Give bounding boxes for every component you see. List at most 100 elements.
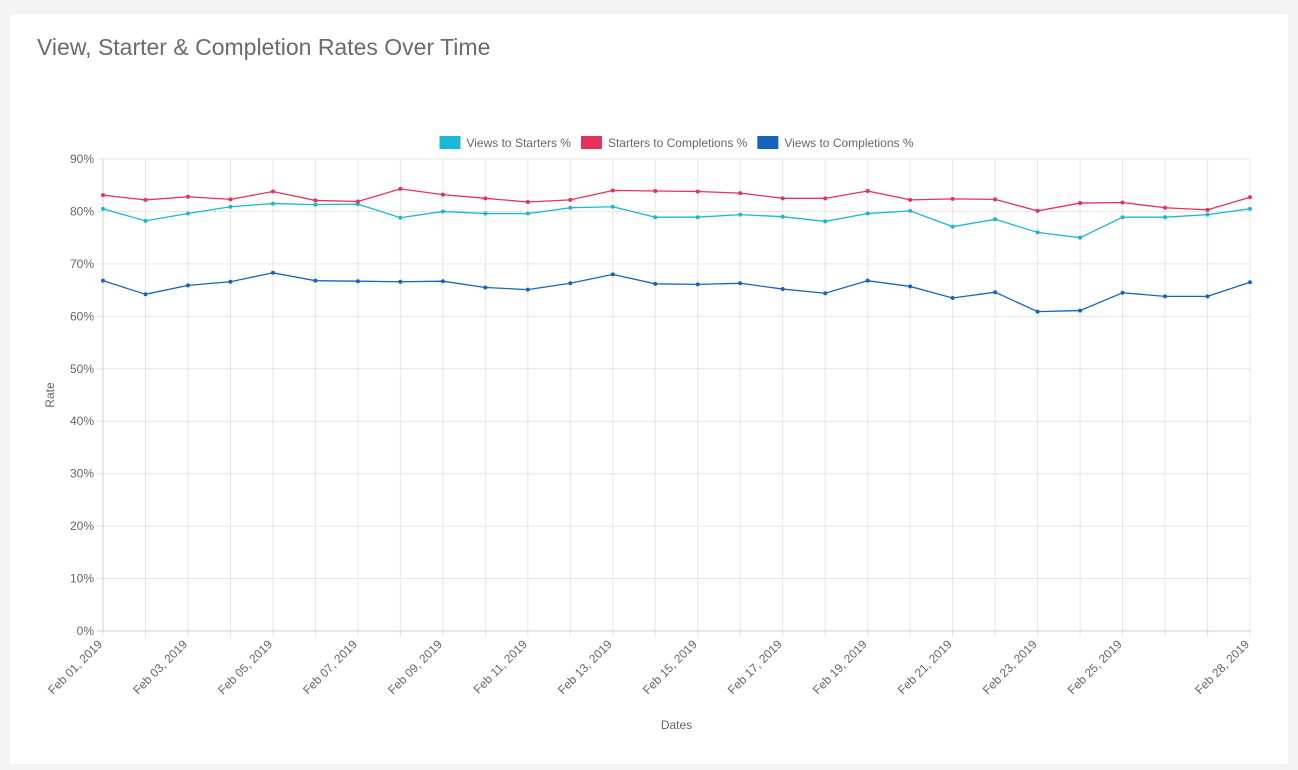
data-point <box>1205 207 1210 212</box>
x-tick-label: Feb 11, 2019 <box>471 637 531 697</box>
data-point <box>653 215 658 220</box>
data-point <box>695 215 700 220</box>
data-point <box>823 291 828 296</box>
y-tick-label: 80% <box>70 204 94 218</box>
data-point <box>823 219 828 224</box>
data-point <box>653 188 658 193</box>
data-point <box>313 202 318 207</box>
y-tick-label: 70% <box>70 257 94 271</box>
data-point <box>1120 290 1125 295</box>
data-point <box>1163 294 1168 299</box>
y-tick-label: 50% <box>70 362 94 376</box>
data-point <box>993 197 998 202</box>
chart-card: View, Starter & Completion Rates Over Ti… <box>10 14 1288 764</box>
data-point <box>950 196 955 201</box>
data-point <box>823 196 828 201</box>
data-point <box>398 215 403 220</box>
legend-label: Views to Starters % <box>466 136 571 150</box>
data-point <box>865 188 870 193</box>
data-point <box>865 278 870 283</box>
x-tick-label: Feb 28, 2019 <box>1192 637 1252 697</box>
data-point <box>610 272 615 277</box>
data-point <box>1248 280 1252 285</box>
data-point <box>908 208 913 213</box>
data-point <box>908 197 913 202</box>
legend-label: Views to Completions % <box>784 136 914 150</box>
y-tick-label: 20% <box>70 519 94 533</box>
data-point <box>228 279 233 284</box>
x-tick-label: Feb 23, 2019 <box>980 637 1040 697</box>
series-line-2 <box>102 188 1251 212</box>
y-axis-title: Rate <box>43 382 57 408</box>
data-point <box>101 193 105 198</box>
x-tick-label: Feb 07, 2019 <box>300 637 360 697</box>
x-tick-label: Feb 01, 2019 <box>45 637 105 697</box>
data-point <box>865 211 870 216</box>
y-tick-label: 40% <box>70 414 94 428</box>
data-point <box>1078 201 1083 206</box>
data-point <box>440 209 445 214</box>
data-point <box>695 189 700 194</box>
data-point <box>993 217 998 222</box>
legend-swatch <box>757 136 779 149</box>
data-point <box>1120 200 1125 205</box>
data-point <box>1205 294 1210 299</box>
data-point <box>908 284 913 289</box>
data-point <box>143 197 148 202</box>
data-point <box>228 197 233 202</box>
x-tick-label: Feb 03, 2019 <box>130 637 190 697</box>
data-point <box>228 204 233 209</box>
data-point <box>483 285 488 290</box>
data-point <box>440 192 445 197</box>
data-point <box>1035 309 1040 314</box>
data-point <box>185 283 190 288</box>
data-point <box>738 281 743 286</box>
data-point <box>610 204 615 209</box>
x-tick-label: Feb 05, 2019 <box>215 637 275 697</box>
data-point <box>398 279 403 284</box>
data-point <box>1205 212 1210 217</box>
data-point <box>313 198 318 203</box>
data-point <box>568 281 573 286</box>
data-point <box>185 194 190 199</box>
y-tick-label: 0% <box>77 624 95 638</box>
data-point <box>143 218 148 223</box>
x-tick-label: Feb 09, 2019 <box>385 637 445 697</box>
series-line-1 <box>102 202 1251 239</box>
data-point <box>1163 205 1168 210</box>
data-point <box>1248 206 1252 211</box>
data-point <box>1035 208 1040 213</box>
x-tick-label: Feb 21, 2019 <box>895 637 955 697</box>
data-point <box>143 292 148 297</box>
data-point <box>1163 215 1168 220</box>
data-point <box>738 212 743 217</box>
data-point <box>483 196 488 201</box>
x-tick-label: Feb 17, 2019 <box>725 637 785 697</box>
data-point <box>1248 195 1252 200</box>
data-point <box>993 290 998 295</box>
data-point <box>950 295 955 300</box>
data-point <box>653 281 658 286</box>
data-point <box>270 201 275 206</box>
data-point <box>101 206 105 211</box>
data-point <box>398 186 403 191</box>
data-point <box>610 188 615 193</box>
data-point <box>313 278 318 283</box>
data-point <box>1078 308 1083 313</box>
legend-swatch <box>580 136 602 149</box>
x-tick-label: Feb 25, 2019 <box>1065 637 1125 697</box>
y-tick-label: 60% <box>70 309 94 323</box>
x-tick-label: Feb 15, 2019 <box>640 637 700 697</box>
y-tick-label: 30% <box>70 467 94 481</box>
data-point <box>101 278 105 283</box>
x-tick-label: Feb 13, 2019 <box>555 637 615 697</box>
data-point <box>1120 215 1125 220</box>
y-tick-label: 90% <box>70 152 94 166</box>
data-point <box>950 224 955 229</box>
data-point <box>525 211 530 216</box>
data-point <box>568 205 573 210</box>
data-point <box>1035 230 1040 235</box>
data-point <box>568 197 573 202</box>
legend-swatch <box>439 136 461 149</box>
chart-title: View, Starter & Completion Rates Over Ti… <box>37 34 491 60</box>
